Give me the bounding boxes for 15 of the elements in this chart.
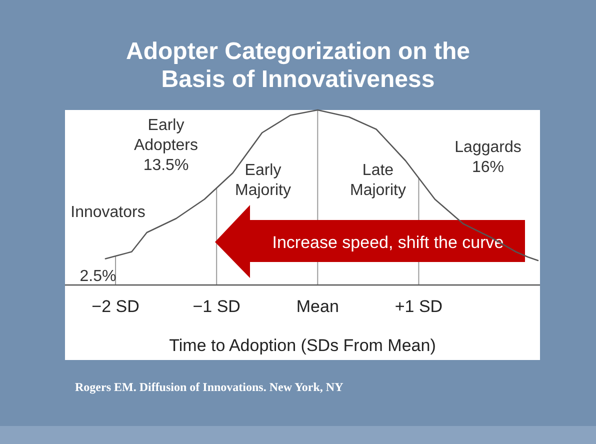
annotation: 2.5% [80,268,116,285]
left-arrow: Increase speed, shift the curve [215,205,525,278]
annotation: Innovators [70,204,146,221]
x-axis-title: Time to Adoption (SDs From Mean) [169,336,436,355]
x-tick-label: −2 SD [92,297,140,316]
annotation: Early Adopters 13.5% [134,117,198,174]
chart-title: Adopter Categorization on the Basis of Innovativeness [126,38,470,93]
annotation: Laggards 16% [454,139,522,176]
annotation: Late Majority [350,162,406,199]
x-tick-label: −1 SD [192,297,240,316]
text: Rogers EM. Diffusion of Innovations. New York, NY [75,380,344,394]
annotation: Increase speed, shift the curve [272,233,504,252]
x-tick-label: Mean [296,297,339,316]
annotation: Early Majority [234,162,292,199]
x-tick-label: +1 SD [394,297,443,316]
